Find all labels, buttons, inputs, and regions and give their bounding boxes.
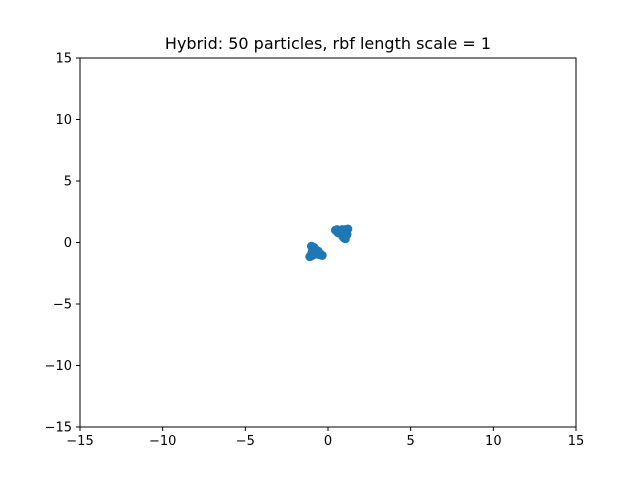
data-points bbox=[305, 224, 353, 262]
y-tick-label: −15 bbox=[45, 421, 72, 436]
data-point bbox=[306, 241, 316, 251]
x-tick-label: 10 bbox=[485, 434, 502, 449]
x-tick-label: 5 bbox=[407, 434, 415, 449]
chart-title: Hybrid: 50 particles, rbf length scale =… bbox=[165, 34, 491, 53]
x-axis: −15 −10 −5 0 5 10 15 bbox=[66, 427, 584, 449]
y-tick-label: −5 bbox=[53, 298, 72, 313]
plot-frame bbox=[79, 57, 577, 428]
data-point bbox=[315, 250, 325, 260]
x-tick-label: 15 bbox=[568, 434, 585, 449]
x-tick-label: 0 bbox=[324, 434, 332, 449]
y-tick-label: 5 bbox=[64, 175, 72, 190]
y-tick-label: 10 bbox=[55, 113, 72, 128]
x-tick-label: −10 bbox=[149, 434, 176, 449]
y-tick-label: 0 bbox=[64, 236, 72, 251]
y-axis: −15 −10 −5 0 5 10 15 bbox=[45, 52, 80, 436]
y-tick-label: 15 bbox=[55, 52, 72, 67]
y-tick-label: −10 bbox=[45, 359, 72, 374]
data-point bbox=[336, 226, 346, 236]
x-tick-label: −15 bbox=[66, 434, 93, 449]
x-tick-label: −5 bbox=[236, 434, 255, 449]
